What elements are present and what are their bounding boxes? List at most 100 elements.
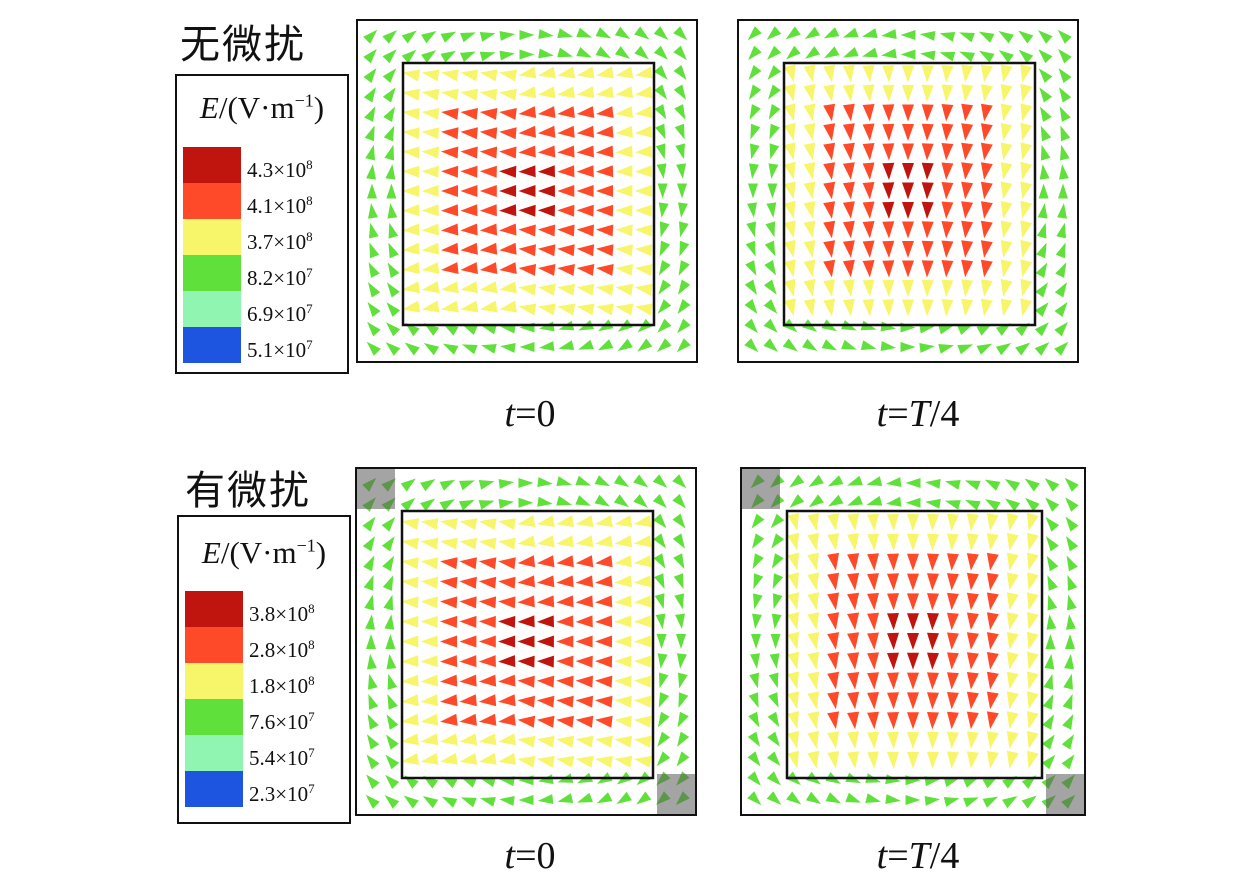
field-arrow [420,479,436,492]
field-arrow [478,733,497,746]
field-arrow [633,615,651,628]
field-arrow [862,47,878,58]
field-arrow [537,204,555,217]
field-arrow [460,88,479,101]
field-arrow [1006,711,1019,730]
field-arrow [672,493,686,509]
field-arrow [823,181,836,200]
field-arrow [556,735,574,748]
field-arrow [842,201,855,219]
field-arrow [575,715,594,728]
field-arrow [966,632,979,650]
field-arrow [978,31,995,43]
field-arrow [862,84,875,102]
field-arrow [479,108,498,120]
field-arrow [807,552,820,571]
field-arrow [887,751,899,769]
field-arrow [366,164,376,180]
field-arrow [614,26,631,39]
caption-unperturbed-t0: t=0 [504,393,556,435]
field-arrow [907,751,919,769]
field-arrow [364,106,376,122]
field-arrow [823,259,836,278]
field-arrow [887,613,899,631]
field-arrow [556,495,572,506]
field-arrow [596,106,614,118]
field-arrow [766,771,781,786]
field-arrow [941,182,954,200]
field-arrow [518,185,536,197]
field-arrow [595,615,613,628]
field-arrow [1040,144,1051,161]
field-arrow [674,593,684,610]
field-arrow [959,32,975,43]
field-arrow [867,612,879,631]
field-arrow [614,535,633,548]
field-arrow [402,165,420,178]
field-arrow [575,495,591,506]
field-arrow [368,282,381,298]
field-arrow [803,298,816,317]
caption-perturbed-tT4: t=T/4 [876,835,960,877]
field-arrow [887,513,899,532]
field-arrow [847,513,860,532]
field-arrow [1065,516,1079,532]
field-arrow [747,202,757,218]
field-arrow [862,143,875,161]
field-arrow [658,672,669,689]
field-arrow [518,244,536,257]
field-arrow [1006,651,1019,670]
legend-swatch [183,327,241,363]
field-arrow [924,796,941,806]
field-arrow [677,731,690,747]
field-arrow [1047,575,1058,591]
field-arrow [382,87,396,103]
field-arrow [388,222,399,239]
field-arrow [787,572,799,591]
field-arrow [1006,592,1019,611]
field-arrow [769,123,780,140]
field-arrow [614,595,632,608]
field-arrow [907,593,919,611]
field-arrow [576,86,595,99]
field-arrow [921,182,934,200]
field-arrow [787,671,799,690]
legend-title: E/(V·m−1) [201,535,327,570]
field-arrow [556,575,574,588]
field-arrow [961,162,974,180]
field-arrow [966,691,979,710]
field-arrow [595,46,611,59]
field-arrow [763,279,777,295]
field-arrow [634,26,650,40]
field-arrow [907,672,919,690]
field-arrow [887,553,899,571]
field-arrow [420,537,439,550]
field-arrow [420,576,439,589]
field-arrow [847,475,863,486]
field-arrow [596,86,614,99]
field-arrow [576,283,595,296]
field-arrow [499,242,517,255]
field-arrow [1004,479,1021,492]
field-arrow [824,46,840,59]
field-arrow [440,733,458,746]
field-arrow [984,479,1001,491]
field-arrow [1045,497,1060,512]
field-arrow [387,282,400,298]
field-arrow [402,204,420,217]
field-arrow [498,615,516,628]
field-arrow [386,302,401,317]
field-arrow [902,124,914,141]
field-arrow [634,125,653,138]
field-arrow [880,321,896,332]
field-arrow [882,240,895,258]
field-arrow [907,573,919,591]
field-arrow [595,675,613,688]
field-arrow [655,123,666,140]
field-arrow [867,731,879,749]
field-arrow [595,515,613,528]
field-arrow [653,533,666,549]
field-arrow [633,535,652,548]
field-arrow [827,652,840,670]
field-arrow [517,695,535,708]
